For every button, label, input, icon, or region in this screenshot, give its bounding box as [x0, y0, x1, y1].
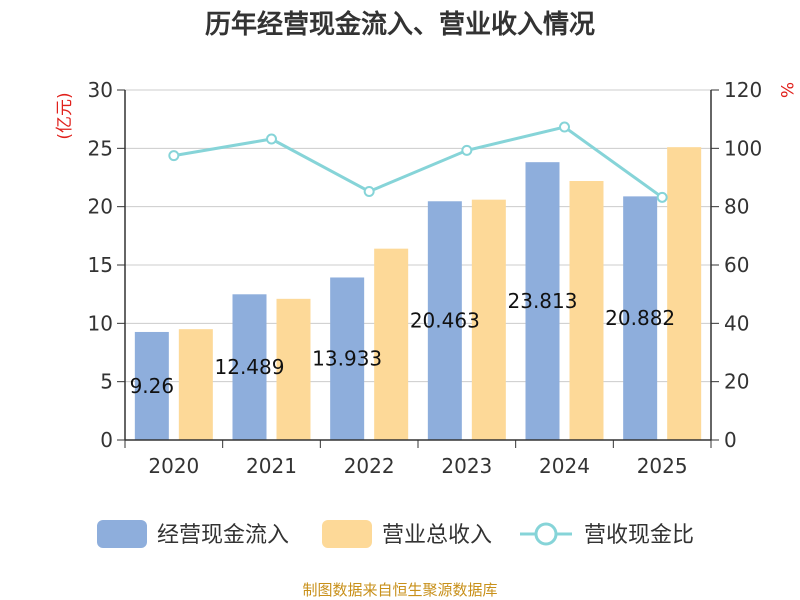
- ratio-point: [266, 133, 277, 145]
- y-left-tick-label: 0: [100, 428, 113, 452]
- data-label-cash-inflow: 20.463: [410, 309, 480, 333]
- x-tick-label: 2025: [637, 454, 688, 478]
- bar-cash-inflow: [427, 201, 462, 440]
- y-left-tick-label: 30: [88, 78, 113, 102]
- bar-cash-inflow: [330, 277, 365, 440]
- bar-cash-inflow: [232, 294, 267, 440]
- legend-marker-ratio: [534, 522, 558, 546]
- ratio-point: [363, 186, 375, 197]
- chart-title: 历年经营现金流入、营业收入情况: [205, 9, 595, 40]
- data-labels: 9.26 12.489 13.933 20.463 23.813 20.882: [130, 289, 676, 398]
- bar-cash-inflow: [623, 196, 658, 440]
- legend-label-cash-inflow: 经营现金流入: [157, 523, 289, 548]
- legend-swatch-cash-inflow: [97, 520, 147, 548]
- bar-revenue: [276, 298, 311, 440]
- gridlines: [125, 89, 711, 383]
- y-right-tick-label: 0: [724, 428, 737, 452]
- x-tick-label: 2024: [539, 454, 590, 478]
- bar-revenue: [667, 147, 702, 440]
- legend-item-revenue[interactable]: 营业总收入: [322, 520, 492, 548]
- legend-item-cash-inflow[interactable]: 经营现金流入: [97, 520, 289, 548]
- legend-swatch-revenue: [322, 520, 372, 548]
- data-label-cash-inflow: 20.882: [605, 306, 675, 330]
- y-left-tick-label: 15: [88, 253, 113, 277]
- data-label-cash-inflow: 23.813: [508, 289, 578, 313]
- bar-revenue: [374, 248, 409, 440]
- y-right-tick-label: 40: [724, 311, 749, 335]
- legend: 经营现金流入 营业总收入 营收现金比: [97, 520, 694, 548]
- ratio-point: [559, 121, 570, 133]
- bar-revenue: [471, 199, 506, 440]
- ratio-point: [168, 150, 180, 162]
- y-right-tick-label: 80: [724, 195, 749, 219]
- data-label-cash-inflow: 12.489: [215, 355, 285, 379]
- y-left-tick-label: 10: [88, 311, 113, 335]
- x-tick-label: 2022: [344, 454, 395, 478]
- y-left-unit: (亿元): [55, 92, 75, 139]
- y-right-tick-label: 120: [724, 78, 762, 102]
- bar-revenue: [569, 181, 604, 440]
- legend-label-revenue: 营业总收入: [382, 523, 492, 548]
- y-right-tick-label: 20: [724, 370, 749, 394]
- ratio-point: [461, 144, 473, 156]
- bar-cash-inflow: [134, 331, 169, 440]
- x-tick-label: 2023: [441, 454, 492, 478]
- y-left-tick-label: 25: [88, 136, 113, 160]
- ratio-point: [656, 191, 668, 203]
- x-tick-label: 2020: [148, 454, 199, 478]
- bars: [134, 147, 702, 440]
- y-left-tick-label: 20: [88, 195, 113, 219]
- y-right-unit: %: [776, 82, 796, 98]
- data-label-cash-inflow: 13.933: [312, 347, 382, 371]
- legend-label-ratio: 营收现金比: [584, 523, 694, 548]
- x-tick-label: 2021: [246, 454, 297, 478]
- source-note: 制图数据来自恒生聚源数据库: [302, 581, 497, 599]
- y-left-tick-label: 5: [100, 370, 113, 394]
- bar-revenue: [178, 329, 213, 440]
- bar-cash-inflow: [525, 162, 560, 440]
- legend-item-ratio[interactable]: 营收现金比: [520, 522, 694, 548]
- ratio-line-path: [173, 125, 664, 199]
- data-label-cash-inflow: 9.26: [130, 374, 175, 398]
- y-right-tick-label: 100: [724, 136, 762, 160]
- y-right-tick-label: 60: [724, 253, 749, 277]
- ratio-line: [168, 121, 668, 203]
